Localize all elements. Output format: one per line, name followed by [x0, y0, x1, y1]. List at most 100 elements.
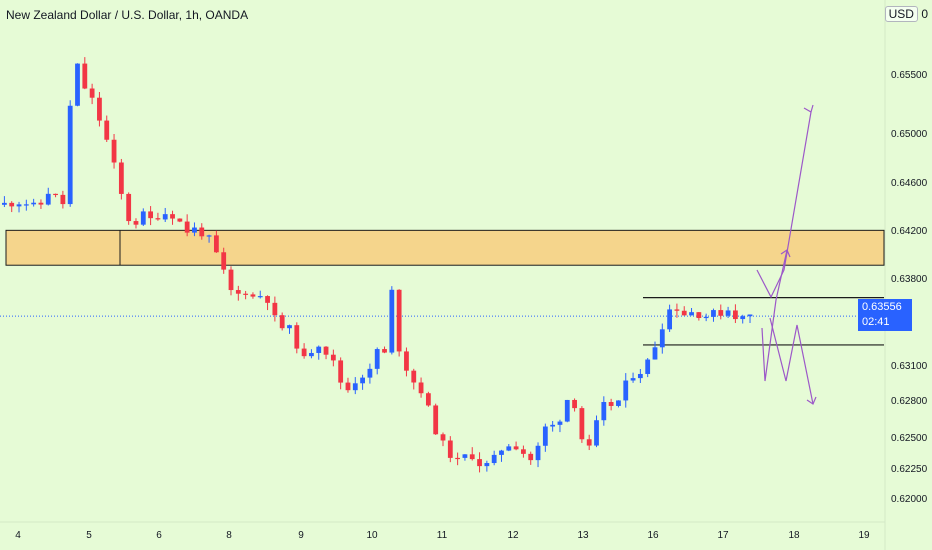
time-axis-tick-label: 10: [366, 530, 378, 541]
candle-body: [89, 88, 95, 98]
candle-body: [345, 382, 351, 391]
candle-body: [97, 97, 102, 121]
candle-body: [16, 204, 22, 207]
candle-body: [148, 211, 153, 219]
candle-body: [637, 373, 643, 379]
candle-body: [279, 315, 285, 329]
candle-body: [82, 63, 88, 89]
currency-label[interactable]: USD: [884, 6, 918, 22]
candle-body: [272, 302, 278, 316]
candle-body: [206, 235, 212, 237]
candle-body: [111, 139, 117, 163]
time-axis-tick-label: 4: [15, 530, 21, 541]
bullish-projection-path: [756, 111, 812, 299]
candle-body: [323, 346, 329, 355]
candle-body: [550, 424, 556, 427]
currency-extra: 0: [921, 7, 928, 21]
candle-body: [382, 349, 387, 353]
candle-body: [301, 348, 307, 357]
current-price-label: 0.63556 02:41: [858, 299, 912, 331]
candle-body: [740, 316, 746, 320]
candle-body: [228, 269, 234, 291]
candle-body: [192, 227, 197, 233]
candle-body: [367, 368, 373, 378]
candle-body: [235, 290, 241, 294]
candle-body: [725, 310, 731, 316]
candle-body: [316, 346, 322, 353]
candle-body: [75, 63, 80, 106]
candle-body: [118, 162, 124, 194]
candle-body: [477, 459, 482, 467]
candle-body: [418, 382, 424, 394]
candle-body: [155, 218, 161, 220]
candle-body: [601, 402, 607, 421]
candle-body: [67, 105, 73, 205]
time-axis-tick-label: 13: [577, 530, 589, 541]
candle-body: [360, 377, 365, 384]
candle-body: [696, 312, 702, 319]
candle-body: [469, 454, 475, 460]
candle-body: [23, 204, 29, 206]
candle-body: [491, 454, 497, 464]
time-axis-tick-label: 9: [298, 530, 304, 541]
candle-body: [586, 439, 592, 446]
candle-body: [133, 221, 139, 225]
candle-body: [447, 440, 453, 458]
candle-body: [499, 450, 504, 455]
candle-body: [462, 454, 468, 458]
time-axis-tick-label: 5: [86, 530, 92, 541]
candle-body: [31, 202, 37, 205]
bar-countdown: 02:41: [862, 316, 890, 328]
time-axis-tick-label: 19: [858, 530, 870, 541]
candle-body: [652, 347, 658, 360]
candle-body: [425, 393, 431, 406]
candle-body: [213, 235, 219, 253]
candle-body: [60, 194, 66, 205]
candle-body: [681, 310, 687, 316]
candle-body: [287, 325, 292, 329]
candle-body: [608, 402, 614, 406]
price-axis-tick-label: 0.64200: [891, 226, 928, 237]
candle-body: [309, 352, 314, 357]
resistance-zone: [5, 229, 885, 266]
candle-body: [667, 309, 673, 330]
candle-body: [9, 202, 15, 207]
price-axis-tick-label: 0.65000: [891, 129, 928, 140]
candle-body: [330, 354, 336, 361]
candle-body: [506, 446, 512, 451]
candle-body: [389, 289, 395, 353]
bearish-projection-path: [769, 317, 814, 405]
candle-body: [396, 289, 402, 352]
candle-body: [674, 309, 680, 311]
bullish-projection-arrowhead: [803, 104, 814, 113]
candle-body: [294, 325, 300, 349]
candle-body: [177, 218, 183, 222]
price-axis-tick-label: 0.63100: [891, 361, 928, 372]
price-axis-tick-label: 0.62800: [891, 396, 928, 407]
bearish-projection-arrowhead: [806, 396, 817, 405]
candle-body: [455, 457, 461, 460]
candle-body: [557, 421, 563, 425]
currency-selector[interactable]: USD 0: [884, 6, 928, 22]
candle-body: [718, 310, 724, 316]
candle-body: [53, 193, 58, 196]
candle-body: [623, 380, 629, 401]
candle-body: [594, 420, 599, 446]
candle-body: [711, 310, 716, 317]
chart-title: New Zealand Dollar / U.S. Dollar, 1h, OA…: [6, 8, 249, 22]
time-axis-tick-label: 18: [788, 530, 800, 541]
candle-body: [352, 383, 358, 391]
candle-body: [572, 399, 577, 409]
candle-body: [162, 214, 168, 220]
retest-projection-arrowhead: [780, 249, 791, 258]
candle-body: [374, 349, 380, 369]
candle-body: [484, 463, 490, 467]
candle-body: [257, 296, 263, 298]
candle-body: [199, 227, 205, 237]
retest-projection-path: [761, 249, 788, 382]
candle-body: [645, 359, 651, 374]
candle-body: [564, 399, 570, 422]
candle-body: [433, 405, 439, 435]
